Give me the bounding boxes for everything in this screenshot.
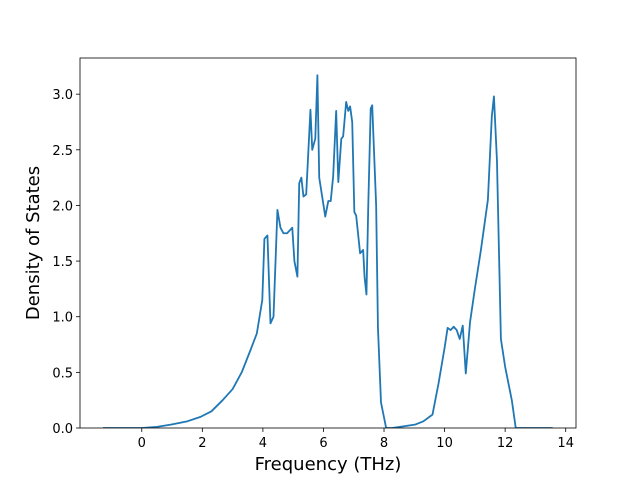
x-tick-label: 6 — [319, 436, 327, 451]
y-tick-label: 3.0 — [52, 88, 73, 103]
data-line — [103, 74, 553, 428]
y-tick-label: 0.5 — [52, 366, 73, 381]
y-tick-label: 2.0 — [52, 199, 73, 214]
x-axis-label: Frequency (THz) — [255, 454, 402, 475]
plot-frame — [79, 57, 577, 429]
x-tick-label: 8 — [380, 436, 388, 451]
x-tick-label: 14 — [557, 436, 574, 451]
x-tick-label: 0 — [138, 436, 146, 451]
y-tick-label: 1.0 — [52, 311, 73, 326]
x-tick-label: 4 — [259, 436, 267, 451]
y-axis-label: Density of States — [23, 166, 44, 320]
y-tick-label: 1.5 — [52, 255, 73, 270]
x-tick-label: 10 — [436, 436, 453, 451]
x-tick-label: 2 — [198, 436, 206, 451]
y-tick-label: 2.5 — [52, 144, 73, 159]
x-tick-label: 12 — [497, 436, 514, 451]
y-tick-label: 0.0 — [52, 422, 73, 437]
